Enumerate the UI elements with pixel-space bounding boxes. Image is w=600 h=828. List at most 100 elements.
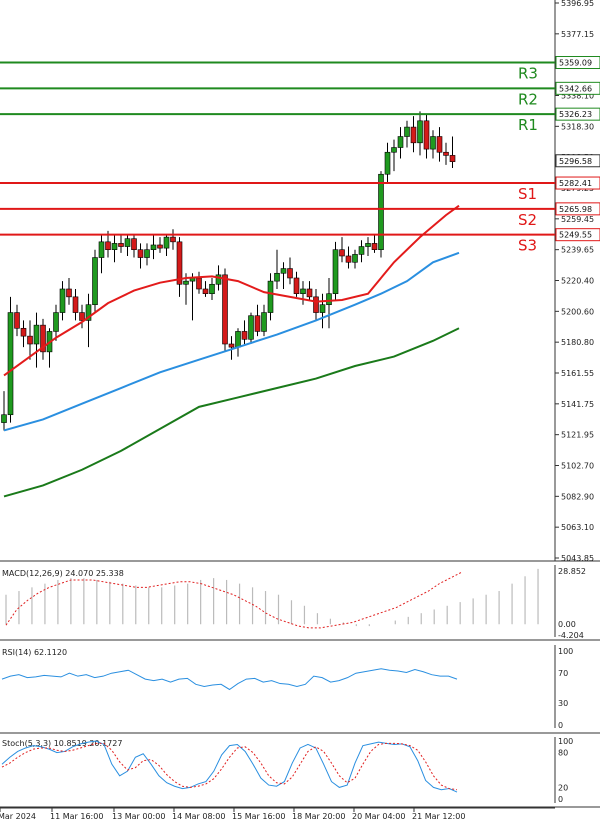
- candle-body: [280, 268, 287, 274]
- level-name-r2: R2: [518, 90, 538, 108]
- price-tick-label: 5200.60: [561, 307, 594, 316]
- candle-body: [449, 155, 456, 162]
- price-tick-label: 5082.90: [561, 492, 594, 501]
- candle-body: [404, 126, 410, 137]
- stoch-tick-label: 0: [558, 795, 563, 804]
- current-price-box: [555, 154, 600, 168]
- time-tick-label: 14 Mar 08:00: [172, 812, 225, 821]
- level-price-label: 5265.98: [559, 205, 592, 214]
- price-tick-label: 5259.45: [561, 215, 594, 224]
- level-name-r3: R3: [518, 65, 538, 83]
- candle-body: [397, 136, 404, 148]
- candle-body: [124, 238, 131, 247]
- rsi-tick-label: 30: [558, 699, 568, 708]
- level-price-label: 5326.23: [559, 110, 592, 119]
- rsi-line: [1, 668, 458, 691]
- candle-body: [358, 246, 365, 255]
- level-price-label: 5359.09: [559, 59, 592, 68]
- candle-body: [293, 277, 300, 295]
- candle-body: [85, 304, 92, 321]
- candle-body: [27, 335, 33, 345]
- candle-body: [228, 343, 235, 348]
- price-tick-label: 5102.70: [561, 462, 594, 471]
- rsi-tick-label: 70: [558, 669, 568, 678]
- level-name-r1: R1: [518, 116, 538, 134]
- candle-body: [391, 147, 397, 153]
- candle-body: [319, 304, 326, 313]
- time-tick-label: 13 Mar 00:00: [112, 812, 165, 821]
- candle-body: [306, 288, 313, 298]
- moving-average-line: [3, 204, 460, 377]
- stoch-k-line: [1, 740, 458, 793]
- level-price-box: [555, 81, 600, 95]
- time-tick-label: 20 Mar 04:00: [352, 812, 405, 821]
- candle-body: [40, 324, 46, 353]
- candle-body: [20, 327, 27, 337]
- candle-body: [137, 249, 144, 258]
- price-tick-label: 5377.15: [561, 30, 594, 39]
- candle-body: [53, 312, 59, 332]
- candle-body: [92, 257, 98, 306]
- candle-body: [105, 241, 111, 250]
- rsi-panel: RSI(14) 62.1120 100 70 30 0: [0, 645, 600, 734]
- candle-body: [313, 296, 319, 313]
- candle-body: [345, 255, 352, 263]
- candle-body: [365, 243, 371, 247]
- candle-body: [183, 280, 189, 285]
- candle-body: [241, 331, 248, 340]
- candle-body: [300, 288, 306, 295]
- candle-body: [352, 254, 358, 263]
- time-tick-label: 21 Mar 12:00: [412, 812, 465, 821]
- candle-body: [170, 236, 176, 243]
- candle-body: [111, 243, 118, 250]
- candle-body: [339, 249, 345, 257]
- stoch-label: Stoch(5,3,3) 10.8519 20.1727: [2, 739, 122, 748]
- macd-signal-line: [5, 572, 462, 629]
- rsi-tick-label: 0: [558, 721, 563, 730]
- candle-body: [417, 120, 423, 144]
- level-price-box: [555, 202, 600, 216]
- price-tick-label: 5141.75: [561, 400, 594, 409]
- macd-tick-label: -4.204: [558, 631, 584, 640]
- macd-label: MACD(12,26,9) 24.070 25.338: [2, 569, 124, 578]
- candle-body: [157, 244, 163, 249]
- candle-body: [332, 249, 339, 295]
- candle-body: [287, 268, 293, 279]
- stoch-tick-label: 20: [558, 783, 568, 792]
- candle-body: [163, 236, 170, 249]
- price-tick-label: 5239.65: [561, 246, 594, 255]
- rsi-tick-label: 100: [558, 647, 573, 656]
- current-price-label: 5296.58: [559, 157, 592, 166]
- time-tick-label: 15 Mar 16:00: [232, 812, 285, 821]
- candle-body: [1, 414, 7, 423]
- candle-body: [202, 288, 209, 295]
- candle-body: [98, 241, 105, 258]
- price-panel: 5396.955377.155357.355338.105318.305298.…: [0, 0, 600, 563]
- time-tick-label: Mar 2024: [0, 812, 36, 821]
- candle-body: [196, 277, 202, 290]
- time-tick-label: 11 Mar 16:00: [50, 812, 103, 821]
- price-tick-label: 5318.30: [561, 122, 594, 131]
- price-tick-label: 5043.85: [561, 554, 594, 563]
- candle-body: [215, 274, 222, 285]
- candle-body: [222, 274, 228, 345]
- level-price-box: [555, 107, 600, 121]
- candle-body: [118, 243, 124, 247]
- macd-tick-label: 0.00: [558, 620, 576, 629]
- candle-body: [267, 280, 274, 313]
- level-price-label: 5249.55: [559, 231, 592, 240]
- price-tick-label: 5063.10: [561, 523, 594, 532]
- price-tick-label: 5161.55: [561, 369, 594, 378]
- level-price-label: 5282.41: [559, 179, 592, 188]
- macd-tick-label: 28.852: [558, 567, 586, 576]
- price-tick-label: 5180.80: [561, 338, 594, 347]
- candle-body: [384, 151, 391, 175]
- candle-body: [274, 272, 280, 282]
- stoch-tick-label: 80: [558, 749, 568, 758]
- macd-panel: MACD(12,26,9) 24.070 25.338 28.852 0.00 -4…: [0, 565, 600, 641]
- candle-body: [248, 315, 254, 340]
- candle-body: [66, 288, 72, 298]
- candle-body: [254, 315, 261, 332]
- price-tick-label: 5121.95: [561, 431, 594, 440]
